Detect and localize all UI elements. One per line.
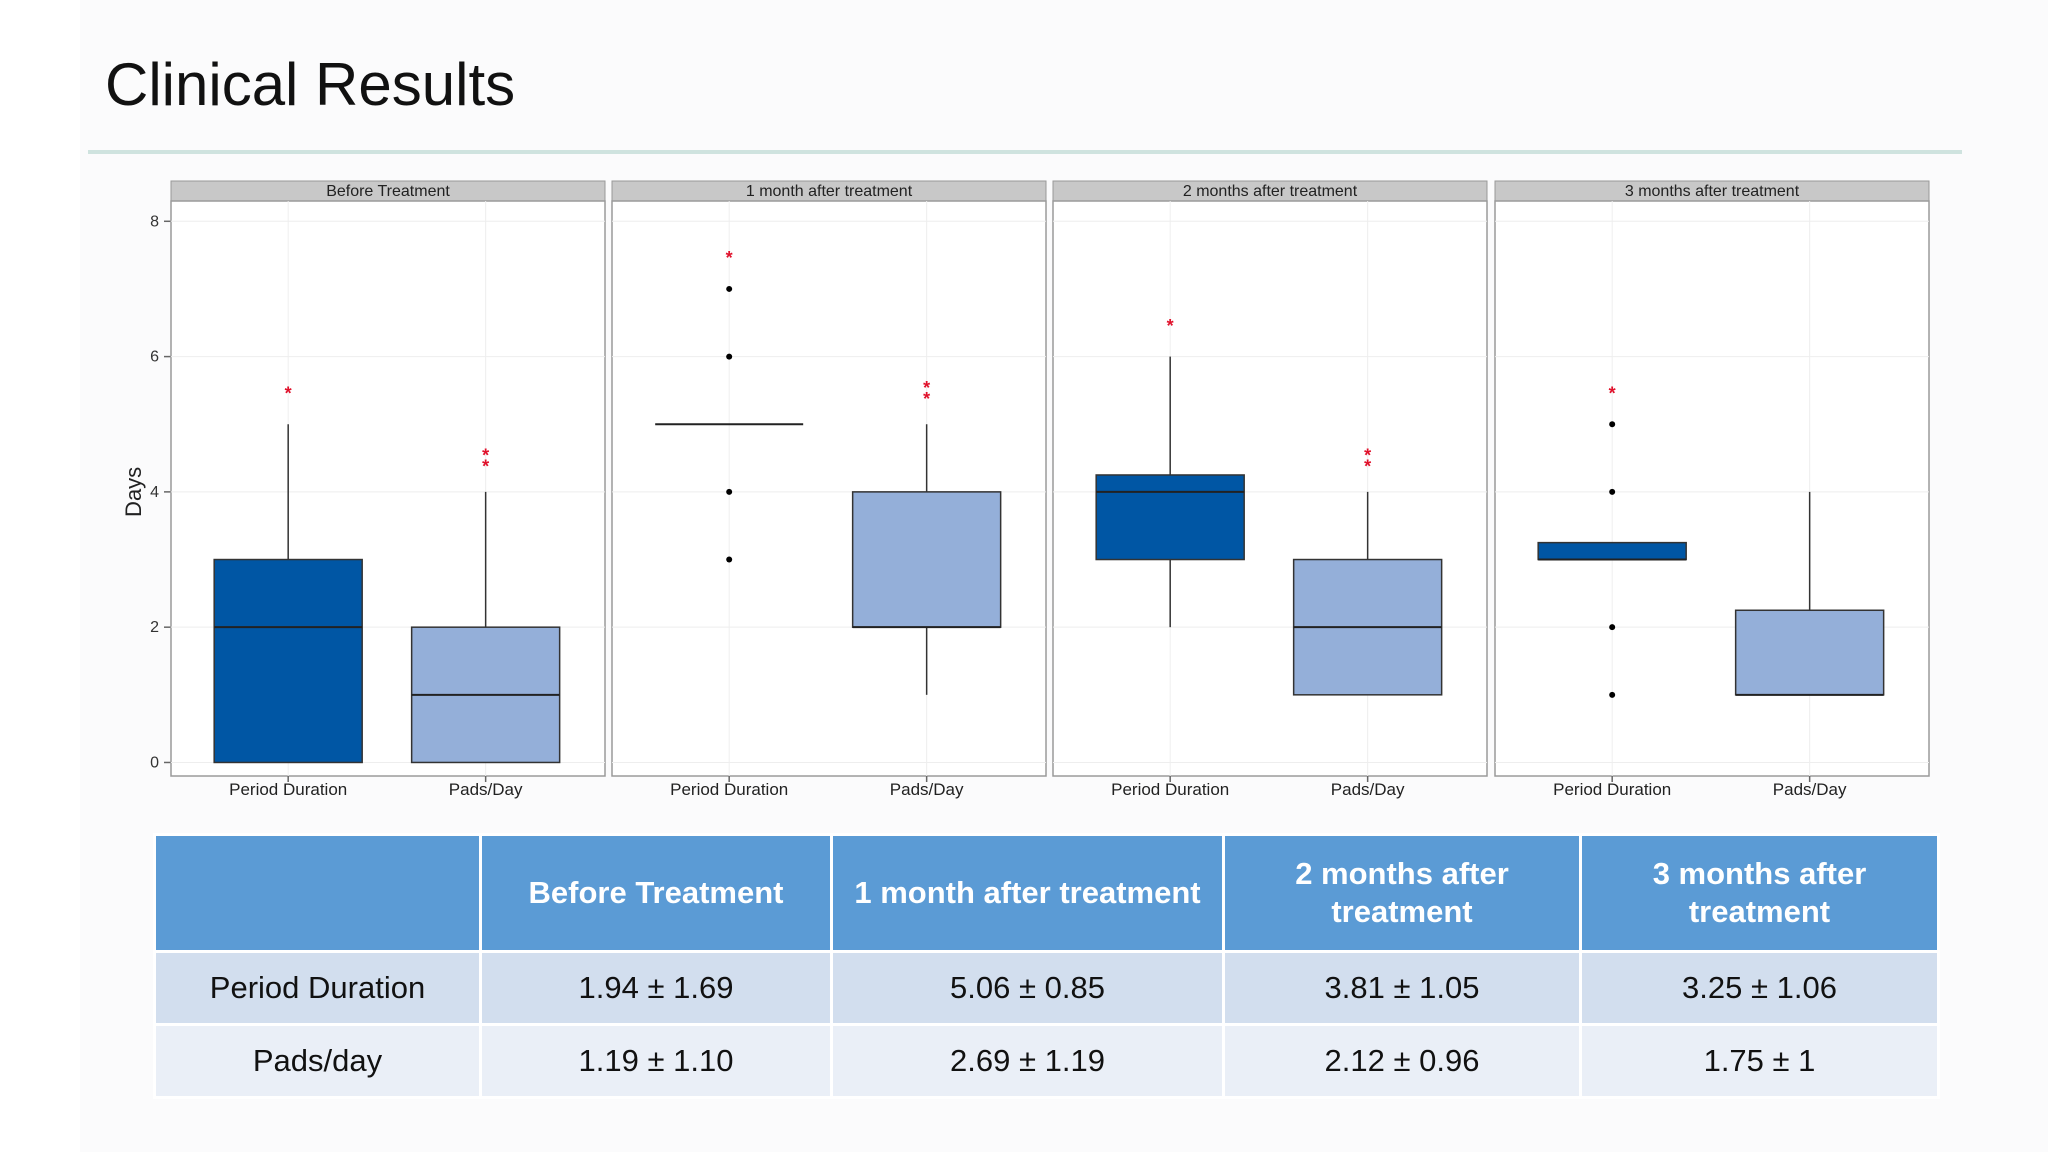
- table-cell: 3.25 ± 1.06: [1579, 950, 1940, 1026]
- significance-marker: *: [1364, 446, 1371, 466]
- x-tick-label: Pads/Day: [1773, 780, 1847, 799]
- table-cell: 1.75 ± 1: [1579, 1023, 1940, 1099]
- outlier-point: [726, 353, 733, 360]
- x-tick-label: Pads/Day: [449, 780, 523, 799]
- box: [1537, 541, 1687, 561]
- outlier-point: [726, 556, 733, 563]
- outlier-point: [726, 285, 733, 292]
- outlier-point: [1609, 624, 1616, 631]
- significance-marker: *: [923, 389, 930, 409]
- x-tick-label: Pads/Day: [1331, 780, 1405, 799]
- outlier-point: [726, 488, 733, 495]
- x-tick-label: Period Duration: [229, 780, 347, 799]
- outlier-point: [1609, 488, 1616, 495]
- plot-area: [611, 200, 1047, 777]
- y-tick-label: 8: [150, 213, 159, 230]
- table-header-1-month: 1 month after treatment: [830, 833, 1225, 953]
- row-label: Pads/day: [153, 1023, 482, 1099]
- facet-title: Before Treatment: [326, 183, 450, 200]
- significance-marker: *: [923, 378, 930, 398]
- x-tick-label: Period Duration: [1111, 780, 1229, 799]
- box: [851, 491, 1002, 628]
- x-tick-label: Period Duration: [1553, 780, 1671, 799]
- significance-marker: *: [1609, 383, 1616, 403]
- significance-marker: *: [1167, 316, 1174, 336]
- y-tick-label: 4: [150, 484, 159, 501]
- table-cell: 1.19 ± 1.10: [479, 1023, 833, 1099]
- y-axis-label: Days: [121, 467, 146, 517]
- table-row: Period Duration 1.94 ± 1.69 5.06 ± 0.85 …: [153, 950, 1940, 1026]
- table-header-row: Before Treatment 1 month after treatment…: [153, 833, 1940, 953]
- box: [1734, 609, 1885, 696]
- table-header-before: Before Treatment: [479, 833, 833, 953]
- significance-marker: *: [482, 457, 489, 477]
- facet-panel: 1 month after treatment * Period Duration *…: [611, 180, 1047, 799]
- x-tick-label: Period Duration: [670, 780, 788, 799]
- slide-title: Clinical Results: [105, 51, 516, 118]
- significance-marker: *: [285, 383, 292, 403]
- outlier-point: [1609, 421, 1616, 428]
- x-tick-label: Pads/Day: [890, 780, 964, 799]
- significance-marker: *: [482, 446, 489, 466]
- facet-title: 1 month after treatment: [746, 183, 913, 200]
- table-cell: 1.94 ± 1.69: [479, 950, 833, 1026]
- significance-marker: *: [1364, 457, 1371, 477]
- facet-title: 3 months after treatment: [1625, 183, 1800, 200]
- table-header-2-months: 2 months after treatment: [1222, 833, 1582, 953]
- title-divider: [88, 150, 1962, 154]
- outlier-point: [1609, 691, 1616, 698]
- table-cell: 5.06 ± 0.85: [830, 950, 1225, 1026]
- table-header-empty: [153, 833, 482, 953]
- y-tick-label: 6: [150, 349, 159, 366]
- box: [1095, 474, 1245, 561]
- table-cell: 2.12 ± 0.96: [1222, 1023, 1582, 1099]
- table-header-3-months: 3 months after treatment: [1579, 833, 1940, 953]
- significance-marker: *: [726, 248, 733, 268]
- results-table-container: Before Treatment 1 month after treatment…: [153, 833, 1940, 1099]
- results-table: Before Treatment 1 month after treatment…: [153, 833, 1940, 1099]
- box: [213, 558, 363, 764]
- table-cell: 3.81 ± 1.05: [1222, 950, 1582, 1026]
- facet-panel: 2 months after treatment * Period Duration…: [1052, 180, 1488, 799]
- table-cell: 2.69 ± 1.19: [830, 1023, 1225, 1099]
- table-row: Pads/day 1.19 ± 1.10 2.69 ± 1.19 2.12 ± …: [153, 1023, 1940, 1099]
- y-tick-label: 2: [150, 619, 159, 636]
- y-tick-label: 0: [150, 754, 159, 771]
- facet-panel: 3 months after treatment * Period Duration…: [1494, 180, 1930, 799]
- row-label: Period Duration: [153, 950, 482, 1026]
- facet-title: 2 months after treatment: [1183, 183, 1358, 200]
- facet-panel: Before Treatment*Period Duration**Pads/D…: [170, 180, 606, 799]
- boxplot-chart: Days 0 2 4 6 8 Before Treatment * Period Duratio…: [121, 180, 1930, 799]
